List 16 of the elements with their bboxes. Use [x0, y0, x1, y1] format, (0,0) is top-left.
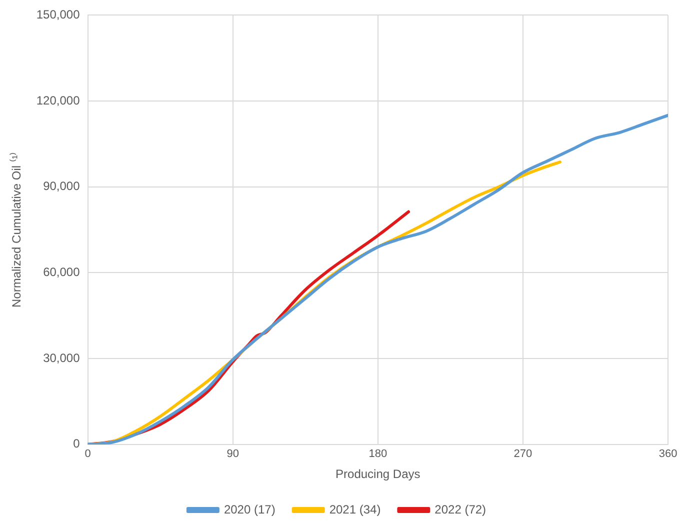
y-tick-label: 150,000 [36, 8, 80, 22]
legend-label: 2020 (17) [224, 502, 276, 516]
y-tick-label: 30,000 [43, 350, 80, 365]
y-tick-label: 90,000 [43, 179, 80, 194]
x-axis-title: Producing Days [336, 467, 420, 482]
legend-label: 2022 (72) [434, 502, 486, 516]
x-tick-label: 180 [368, 448, 388, 460]
y-tick-label: 0 [73, 436, 80, 451]
x-tick-label: 270 [514, 448, 532, 460]
x-tick-label: 0 [84, 448, 91, 460]
x-tick-label: 90 [226, 448, 239, 460]
y-axis-title: Normalized Cumulative Oil ⁽¹⁾ [10, 152, 24, 308]
x-tick-label: 360 [658, 448, 678, 460]
legend-label: 2021 (34) [329, 502, 381, 516]
y-tick-label: 60,000 [43, 265, 80, 280]
y-tick-label: 120,000 [36, 93, 80, 108]
